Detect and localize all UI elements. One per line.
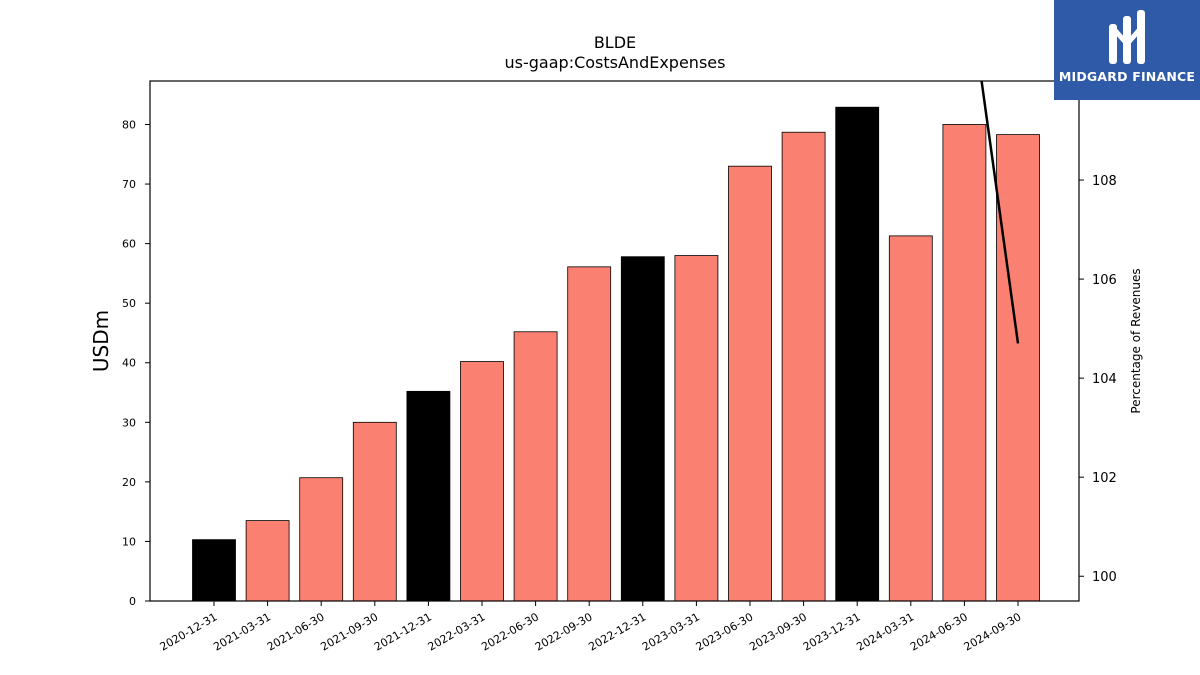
chart-title: BLDE [594, 33, 636, 52]
bar [674, 255, 719, 602]
bar [835, 106, 880, 602]
y-tick-label: 70 [122, 178, 136, 191]
y-tick-label: 20 [122, 476, 136, 489]
y-tick-label: 0 [129, 595, 136, 608]
bar [460, 361, 504, 602]
y-axis: 0 10 20 30 40 50 60 70 80 [122, 118, 150, 608]
y-tick-label: 30 [122, 416, 136, 429]
bar [888, 235, 933, 602]
y-axis-label: USDm [89, 310, 113, 372]
y-tick-label: 60 [122, 238, 136, 251]
y-tick-label: 40 [122, 357, 136, 370]
bar [620, 256, 665, 602]
line-series [980, 81, 1020, 344]
y2-tick-label: 108 [1092, 174, 1117, 189]
y2-axis-label: Percentage of Revenues [1129, 268, 1143, 413]
bar [513, 331, 558, 602]
brand-logo: MIDGARD FINANCE [1054, 0, 1200, 100]
line-series-path [980, 81, 1020, 344]
y-tick-label: 80 [122, 118, 136, 131]
x-tick-label: 2022-03-31 [426, 610, 488, 653]
bar-group [192, 106, 1040, 602]
bar [996, 134, 1040, 602]
x-tick-label: 2023-09-30 [747, 610, 809, 653]
x-tick-label: 2021-09-30 [318, 610, 380, 653]
y2-tick-label: 102 [1092, 471, 1117, 486]
x-tick-label: 2023-06-30 [694, 610, 756, 653]
x-tick-label: 2022-09-30 [533, 610, 595, 653]
x-tick-label: 2021-06-30 [265, 610, 327, 653]
y2-axis: 100 102 104 106 108 [1079, 174, 1117, 585]
x-tick-label: 2020-12-31 [158, 610, 220, 653]
bar [567, 266, 612, 602]
y2-tick-label: 104 [1092, 372, 1117, 387]
logo-mark-icon [1104, 8, 1150, 72]
chart-subtitle: us-gaap:CostsAndExpenses [505, 53, 726, 72]
bar [192, 539, 236, 602]
bar [245, 520, 290, 602]
bar [352, 421, 397, 602]
bar [728, 165, 772, 602]
x-tick-label: 2021-03-31 [211, 610, 273, 653]
logo-text: MIDGARD FINANCE [1058, 69, 1196, 84]
x-tick-label: 2024-03-31 [854, 610, 916, 653]
x-tick-label: 2022-06-30 [479, 610, 541, 653]
plot-frame [149, 80, 1080, 602]
y2-tick-label: 106 [1092, 273, 1117, 288]
x-tick-label: 2024-09-30 [962, 610, 1024, 653]
bar [406, 390, 451, 602]
x-tick-label: 2023-03-31 [640, 610, 702, 653]
bar [942, 124, 987, 602]
x-tick-label: 2022-12-31 [586, 610, 648, 653]
x-axis: 2020-12-312021-03-312021-06-302021-09-30… [158, 601, 1024, 654]
x-tick-label: 2024-06-30 [908, 610, 970, 653]
x-tick-label: 2021-12-31 [372, 610, 434, 653]
bar [781, 131, 826, 602]
bar [299, 477, 344, 602]
y-tick-label: 50 [122, 297, 136, 310]
x-tick-label: 2023-12-31 [801, 610, 863, 653]
y-tick-label: 10 [122, 535, 136, 548]
y2-tick-label: 100 [1092, 570, 1117, 585]
